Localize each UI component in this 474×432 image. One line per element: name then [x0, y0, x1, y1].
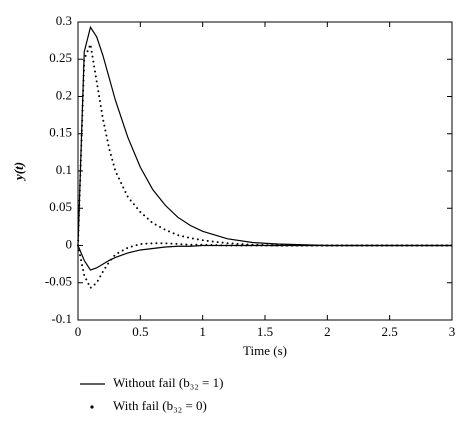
y-axis-label: y(t): [11, 162, 26, 182]
x-tick-label: 2.5: [382, 324, 398, 339]
y-tick-label: 0.2: [56, 87, 72, 102]
plot-frame: [77, 21, 453, 321]
series-line: [77, 25, 452, 247]
x-tick-label: 1: [199, 324, 206, 339]
x-tick-label: 3: [449, 324, 456, 339]
y-tick-label: 0.3: [56, 13, 72, 28]
y-tick-label: 0: [66, 236, 73, 251]
y-tick-label: 0.15: [49, 125, 72, 140]
x-tick-label: 0: [75, 324, 82, 339]
x-tick-label: 0.5: [132, 324, 148, 339]
y-tick-label: -0.1: [51, 311, 72, 326]
y-tick-label: -0.05: [45, 274, 72, 289]
x-tick-label: 1.5: [257, 324, 273, 339]
y-tick-label: 0.1: [56, 162, 72, 177]
y-tick-label: 0.05: [49, 199, 72, 214]
series-line: [77, 40, 453, 247]
legend-label: With fail (b₃₂ = 0): [113, 398, 207, 413]
legend-label: Without fail (b₃₂ = 1): [113, 375, 223, 390]
x-axis-label: Time (s): [243, 343, 287, 358]
legend-marker: [90, 405, 94, 409]
y-tick-label: 0.25: [49, 50, 72, 65]
series-line: [77, 242, 453, 290]
x-tick-label: 2: [324, 324, 331, 339]
series-line: [77, 244, 452, 271]
